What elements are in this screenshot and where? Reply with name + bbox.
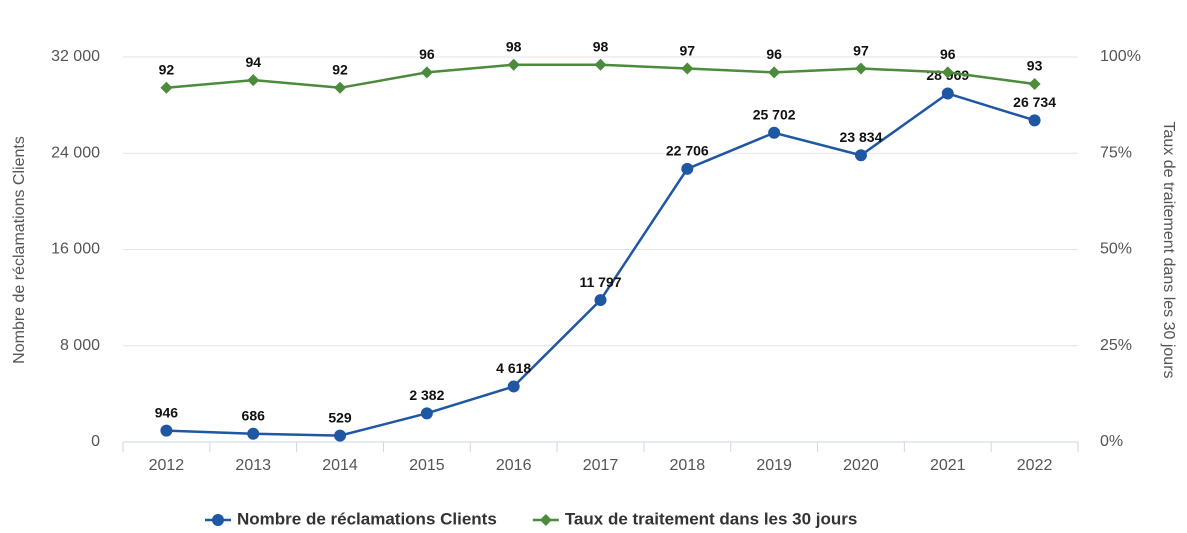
data-label: 98 [593,38,609,54]
x-tick-label: 2016 [496,457,532,474]
data-label: 26 734 [1013,94,1056,110]
point [160,81,173,94]
data-label: 97 [853,42,869,58]
x-tick-label: 2012 [149,457,185,474]
data-label: 25 702 [753,106,796,122]
data-label: 96 [419,46,435,62]
x-tick-label: 2017 [583,457,619,474]
data-label: 11 797 [579,274,621,290]
x-tick-label: 2019 [756,457,792,474]
x-tick-label: 2018 [670,457,706,474]
x-tick-label: 2014 [322,457,358,474]
data-label: 96 [940,46,956,62]
data-label: 92 [159,62,175,78]
data-label: 93 [1027,58,1043,74]
point [768,126,781,139]
point [854,149,867,162]
point [420,407,433,420]
x-tick-label: 2022 [1017,457,1053,474]
point [941,66,954,79]
point [681,162,694,175]
series-line [166,92,1035,437]
x-tick-label: 2015 [409,457,445,474]
point [507,58,520,71]
y2-tick-label: 100% [1100,48,1141,65]
data-label: 4 618 [496,360,531,376]
data-label: 2 382 [409,387,444,403]
x-tick-label: 2021 [930,457,966,474]
point [1028,77,1041,90]
data-label: 22 706 [666,143,709,159]
point [247,427,260,440]
data-label: 23 834 [840,129,883,145]
point [768,66,781,79]
point [594,294,607,307]
data-label: 97 [680,42,696,58]
point [334,429,347,442]
point [247,74,260,87]
y-tick-label: 32 000 [51,48,100,65]
point [854,62,867,75]
y-tick-label: 16 000 [51,241,100,258]
point [160,424,173,437]
legend-label: Nombre de réclamations Clients [237,509,497,528]
x-tick-label: 2013 [235,457,271,474]
point [594,58,607,71]
point [941,87,954,100]
data-label: 94 [245,54,261,70]
legend-marker [212,514,224,526]
data-label: 96 [766,46,782,62]
legend-label: Taux de traitement dans les 30 jours [565,509,858,528]
point [681,62,694,75]
y-axis-title: Nombre de réclamations Clients [11,136,28,364]
data-label: 686 [242,407,266,423]
point [420,66,433,79]
x-tick-label: 2020 [843,457,879,474]
y-tick-label: 0 [91,433,100,450]
data-label: 98 [506,38,522,54]
data-label: 92 [332,62,348,78]
y2-tick-label: 75% [1100,144,1132,161]
y-tick-label: 24 000 [51,144,100,161]
y2-tick-label: 0% [1100,433,1123,450]
data-label: 529 [328,409,352,425]
point [1028,114,1041,127]
y2-axis-title: Taux de traitement dans les 30 jours [1160,121,1177,378]
point [334,81,347,94]
point [507,380,520,393]
y-tick-label: 8 000 [60,337,100,354]
legend-marker [539,514,552,526]
data-label: 946 [155,404,179,420]
y2-tick-label: 50% [1100,241,1132,258]
y2-tick-label: 25% [1100,337,1132,354]
